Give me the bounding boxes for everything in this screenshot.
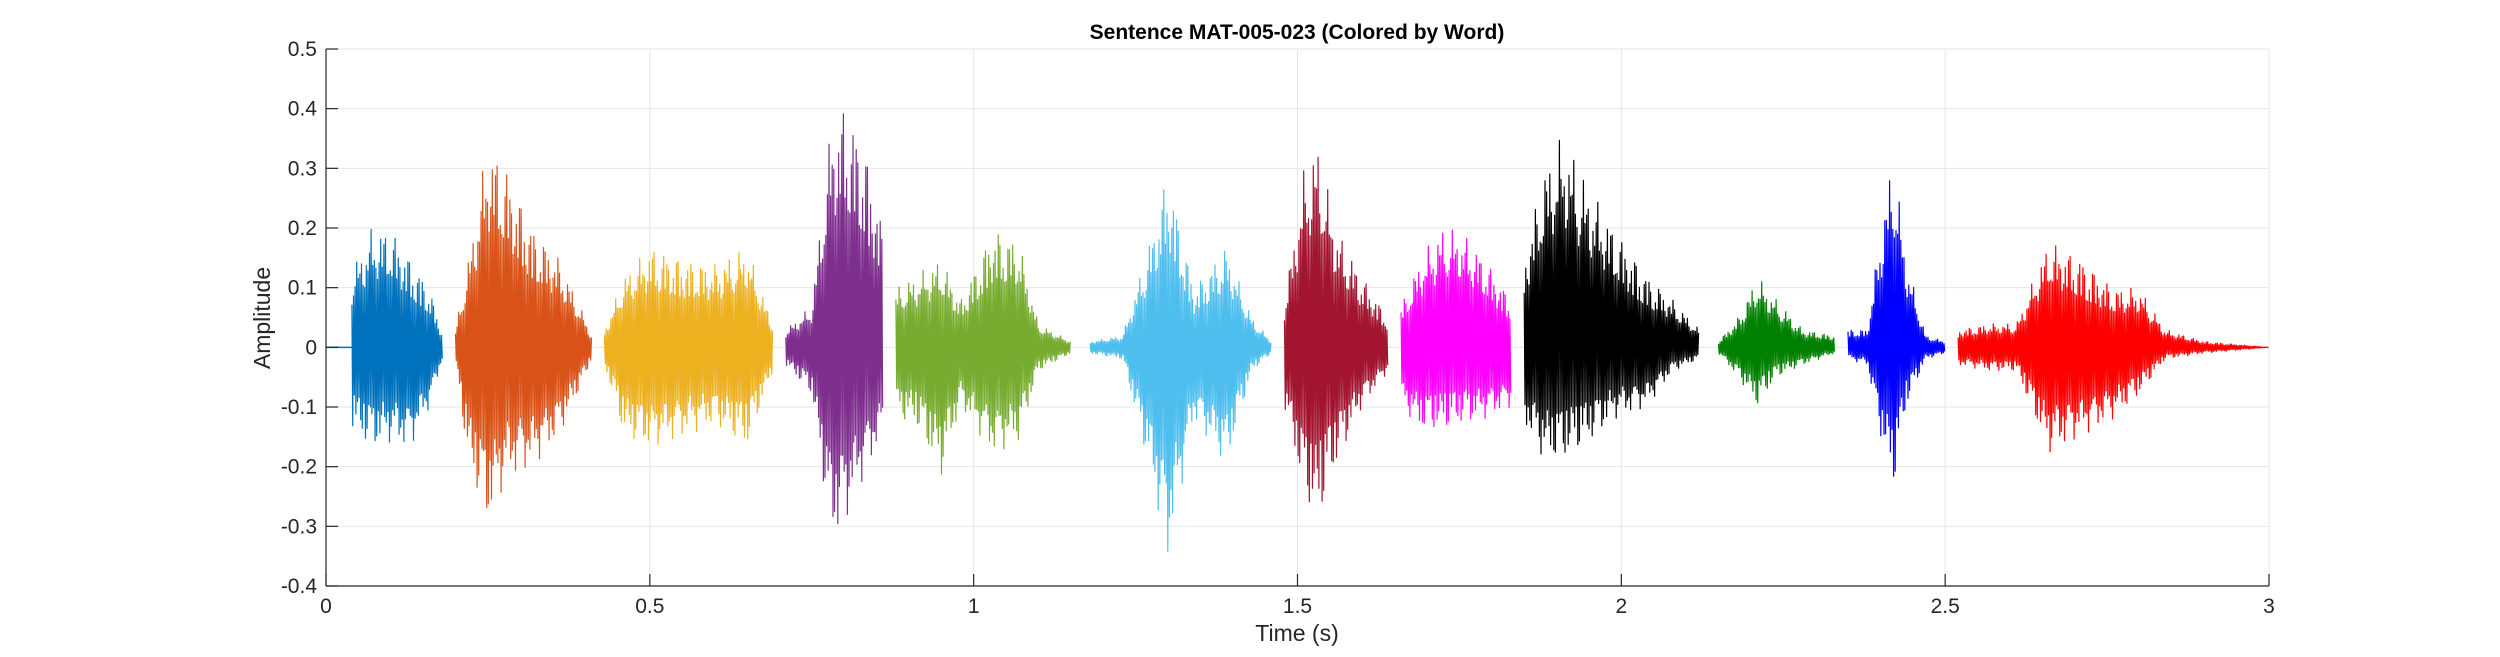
- x-tick-label: 0: [320, 595, 332, 618]
- y-tick-label: 0.4: [288, 98, 318, 121]
- series-6-waveform: [1089, 189, 1272, 552]
- y-tick-label: 0.5: [288, 38, 317, 61]
- series-3-waveform: [603, 252, 774, 445]
- y-axis-label: Amplitude: [249, 267, 275, 369]
- y-tick-label: 0.3: [288, 157, 317, 180]
- x-axis-label: Time (s): [1255, 620, 1338, 646]
- series-7-waveform: [1283, 156, 1389, 503]
- x-tick-label: 0.5: [635, 595, 664, 618]
- x-tick-label: 2.5: [1931, 595, 1960, 618]
- y-tick-label: -0.2: [281, 456, 317, 479]
- x-tick-label: 3: [2263, 595, 2275, 618]
- series-12-waveform: [1957, 245, 2269, 453]
- series-8-waveform: [1400, 229, 1512, 428]
- waveform-series: [326, 113, 2269, 552]
- series-11-waveform: [1847, 180, 1946, 477]
- y-tick-label: 0.2: [288, 217, 317, 240]
- series-5-waveform: [895, 234, 1071, 475]
- axes: [325, 48, 2270, 587]
- series-4-waveform: [785, 113, 884, 525]
- x-tick-label: 1.5: [1283, 595, 1312, 618]
- tick-labels: 0 0.5 1 1.5 2 2.5 3 -0.4 -0.3 -0.2 -0.1 0 0.1 0.2 0.3 0…: [281, 38, 2275, 618]
- x-tick-label: 1: [968, 595, 980, 618]
- y-tick-label: -0.1: [281, 396, 317, 419]
- x-tick-label: 2: [1615, 595, 1627, 618]
- y-tick-label: -0.4: [281, 575, 318, 598]
- series-2-waveform: [454, 165, 593, 509]
- y-tick-label: 0.1: [288, 277, 317, 300]
- y-tick-label: -0.3: [281, 515, 317, 538]
- series-9-waveform: [1523, 139, 1700, 455]
- y-tick-label: 0: [305, 336, 317, 359]
- series-1-waveform: [351, 228, 443, 443]
- chart-title: Sentence MAT-005-023 (Colored by Word): [1090, 21, 1505, 44]
- series-10-waveform: [1717, 281, 1836, 404]
